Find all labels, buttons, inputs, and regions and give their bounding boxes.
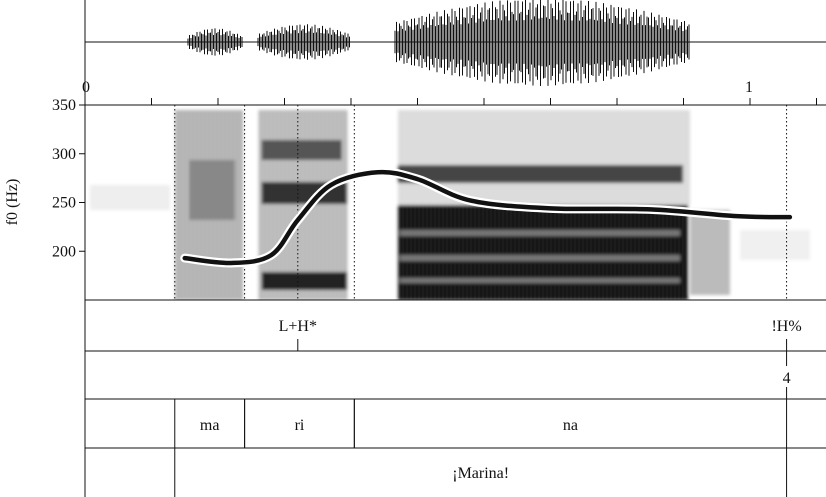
- waveform: [85, 0, 826, 86]
- tone-label: !H%: [771, 318, 801, 335]
- syllable-label: na: [563, 417, 578, 434]
- syllable-label: ma: [200, 417, 220, 434]
- pitch-track: [180, 167, 795, 268]
- annotation-tiers: L+H* !H% 4 ma ri na ¡Marina!: [174, 318, 802, 497]
- word-label: ¡Marina!: [452, 465, 509, 482]
- segment-boundaries: [174, 105, 788, 300]
- f0-tick-label: 250: [52, 195, 76, 212]
- figure-frame: [84, 0, 826, 497]
- tone-label: L+H*: [279, 318, 317, 335]
- f0-axis: 350 300 250 200: [52, 97, 85, 260]
- f0-tick-label: 350: [52, 97, 76, 114]
- time-end-label: 1: [745, 79, 753, 96]
- time-start-label: 0: [82, 79, 90, 96]
- f0-axis-title: f0 (Hz): [4, 179, 21, 226]
- time-ticks: [84, 98, 817, 105]
- f0-tick-label: 300: [52, 146, 76, 163]
- break-index-label: 4: [783, 370, 791, 387]
- syllable-label: ri: [295, 417, 305, 434]
- f0-tick-label: 200: [52, 243, 76, 260]
- spectrogram: [90, 110, 810, 300]
